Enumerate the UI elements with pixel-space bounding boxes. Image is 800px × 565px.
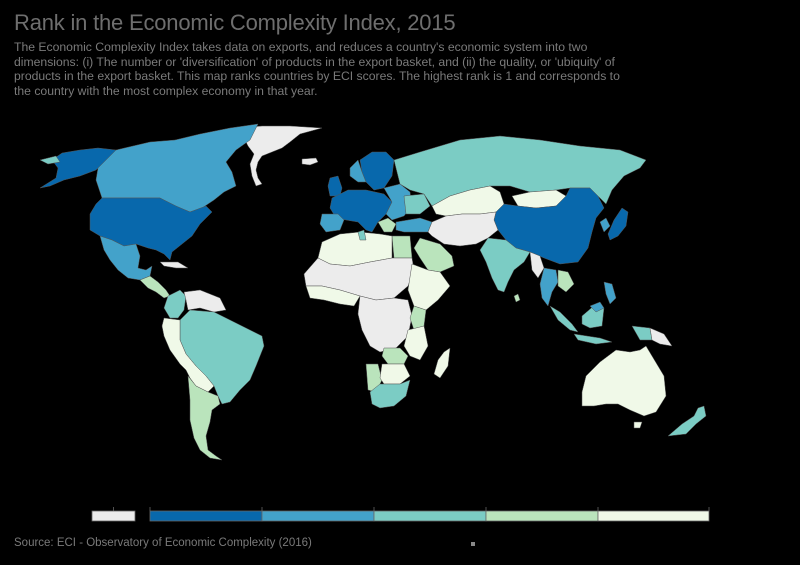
region-japan[interactable]	[607, 207, 629, 241]
region-thailand[interactable]	[539, 267, 559, 307]
subtitle-line: dimensions: (i) The number or 'diversifi…	[14, 54, 615, 69]
region-horn-africa[interactable]	[407, 263, 451, 311]
region-turkey[interactable]	[395, 217, 433, 233]
region-new-zealand[interactable]	[667, 405, 707, 437]
subtitle-line: The Economic Complexity Index takes data…	[14, 40, 588, 54]
region-east-africa[interactable]	[403, 325, 429, 361]
region-sumatra[interactable]	[549, 305, 579, 333]
playback-marker	[471, 542, 475, 546]
region-central-america[interactable]	[139, 275, 171, 299]
region-australia[interactable]	[581, 345, 667, 417]
region-central-africa[interactable]	[357, 295, 413, 353]
region-south-africa[interactable]	[369, 379, 411, 409]
region-norway[interactable]	[349, 159, 367, 183]
map-title: Rank in the Economic Complexity Index, 2…	[14, 10, 456, 35]
region-balkans[interactable]	[377, 217, 397, 233]
map-subtitle: The Economic Complexity Index takes data…	[14, 40, 794, 98]
region-mexico[interactable]	[99, 235, 153, 281]
region-iceland[interactable]	[301, 157, 319, 166]
region-java[interactable]	[573, 333, 613, 345]
region-eastern-europe[interactable]	[383, 183, 413, 221]
region-myanmar[interactable]	[529, 251, 545, 279]
region-argentina-chile[interactable]	[187, 375, 223, 461]
region-india[interactable]	[479, 237, 531, 293]
region-korea[interactable]	[599, 217, 611, 233]
region-venezuela-guyana[interactable]	[183, 289, 227, 313]
region-egypt[interactable]	[391, 235, 413, 259]
region-alaska[interactable]	[39, 147, 117, 189]
region-west-africa[interactable]	[305, 285, 361, 307]
region-uk[interactable]	[327, 175, 343, 197]
source-note: Source: ECI - Observatory of Economic Co…	[14, 537, 312, 549]
region-greenland[interactable]	[239, 125, 323, 187]
region-iberia[interactable]	[319, 213, 345, 233]
region-botswana[interactable]	[379, 363, 411, 385]
region-papua-new-guinea[interactable]	[649, 327, 673, 347]
region-scandinavia[interactable]	[359, 151, 395, 191]
region-tunisia[interactable]	[357, 229, 367, 241]
region-philippines[interactable]	[603, 281, 617, 305]
subtitle-line: products in the export basket. This map …	[14, 69, 620, 83]
subtitle-line: the country with the most complex econom…	[14, 83, 318, 98]
region-ukraine[interactable]	[403, 193, 431, 215]
region-malaysia-east[interactable]	[589, 301, 605, 313]
region-sri-lanka[interactable]	[513, 293, 521, 303]
region-vietnam[interactable]	[557, 269, 575, 293]
region-new-guinea-west[interactable]	[631, 325, 653, 341]
region-central-asia[interactable]	[427, 211, 499, 247]
region-aleutian[interactable]	[39, 155, 61, 165]
region-tasmania[interactable]	[633, 421, 643, 429]
region-united-states[interactable]	[89, 197, 213, 261]
region-zambia[interactable]	[381, 347, 409, 365]
region-madagascar[interactable]	[433, 347, 451, 379]
region-colombia[interactable]	[163, 289, 187, 319]
region-caribbean[interactable]	[159, 261, 189, 269]
